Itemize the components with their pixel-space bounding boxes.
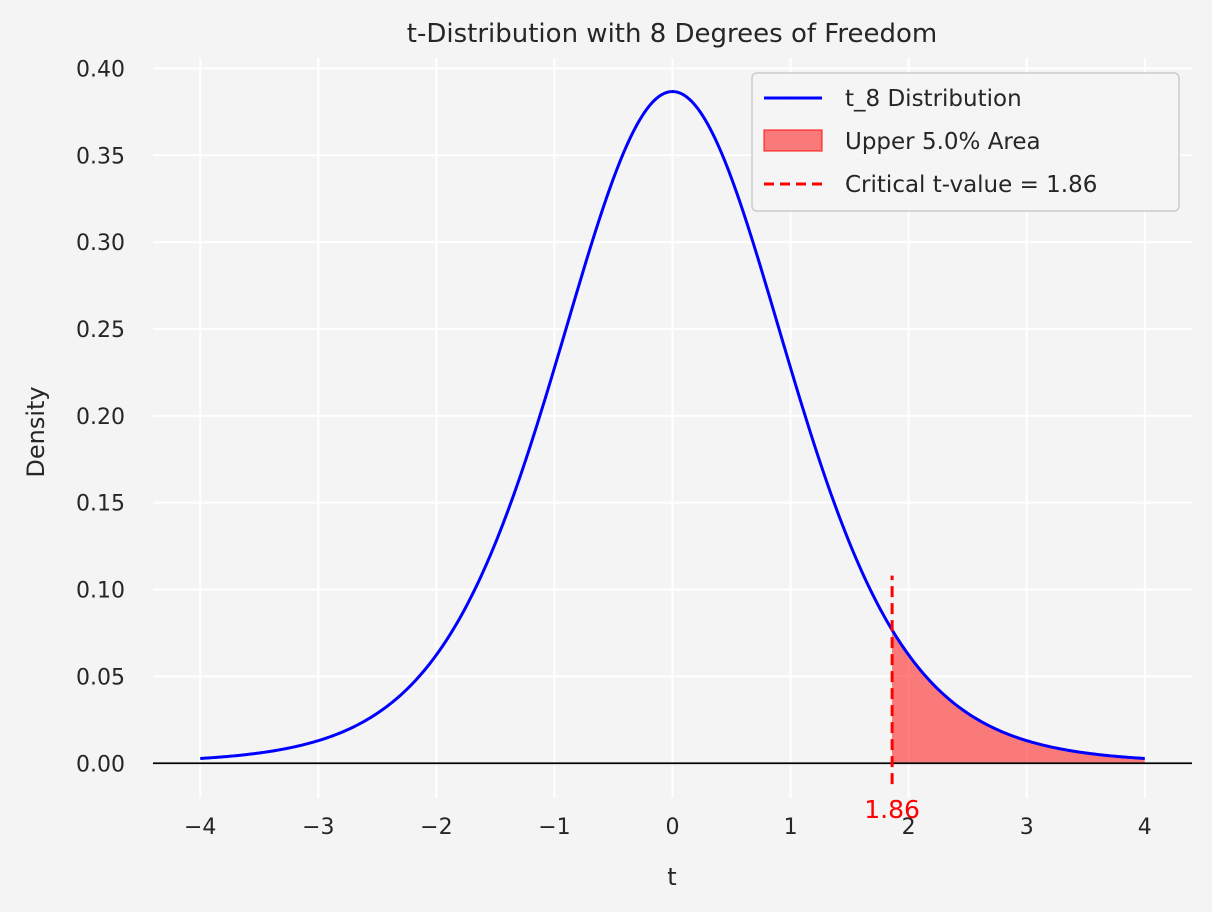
distribution-curve	[200, 90, 1145, 760]
critical-value-annotation: 1.86	[864, 795, 920, 824]
legend-area-swatch	[763, 129, 823, 152]
x-tick-label: −1	[538, 815, 570, 840]
x-tick-label: −4	[184, 815, 216, 840]
y-tick-label: 0.20	[76, 405, 125, 430]
x-tick-label: −3	[302, 815, 334, 840]
y-tick-label: 0.15	[76, 492, 125, 517]
legend-label-critical: Critical t-value = 1.86	[845, 172, 1097, 198]
x-tick-label: 1	[784, 815, 798, 840]
legend-label-distribution: t_8 Distribution	[845, 86, 1022, 112]
x-tick-label: 2	[902, 815, 916, 840]
y-tick-label: 0.30	[76, 231, 125, 256]
y-tick-label: 0.25	[76, 318, 125, 343]
y-tick-label: 0.35	[76, 144, 125, 169]
curve-layer	[200, 90, 1145, 760]
x-axis-label: t	[667, 863, 676, 891]
y-tick-label: 0.40	[76, 57, 125, 82]
upper-tail-area	[892, 629, 1145, 764]
x-tick-label: −2	[420, 815, 452, 840]
x-tick-label: 0	[666, 815, 680, 840]
y-tick-label: 0.00	[76, 752, 125, 777]
x-tick-label: 3	[1020, 815, 1034, 840]
x-tick-label: 4	[1138, 815, 1152, 840]
y-tick-label: 0.05	[76, 665, 125, 690]
tick-labels: −4 −3 −2 −1 0 1 2 3 4 0.00 0.05 0.10 0.15 0.20 0.25 0.3…	[76, 57, 1152, 840]
chart-title: t-Distribution with 8 Degrees of Freedom	[407, 19, 937, 49]
shaded-area-layer	[892, 629, 1145, 764]
legend: t_8 Distribution Upper 5.0% Area Critica…	[751, 72, 1180, 212]
legend-label-area: Upper 5.0% Area	[845, 129, 1041, 155]
y-axis-label: Density	[22, 386, 50, 477]
y-tick-label: 0.10	[76, 579, 125, 604]
legend-box	[751, 72, 1180, 212]
